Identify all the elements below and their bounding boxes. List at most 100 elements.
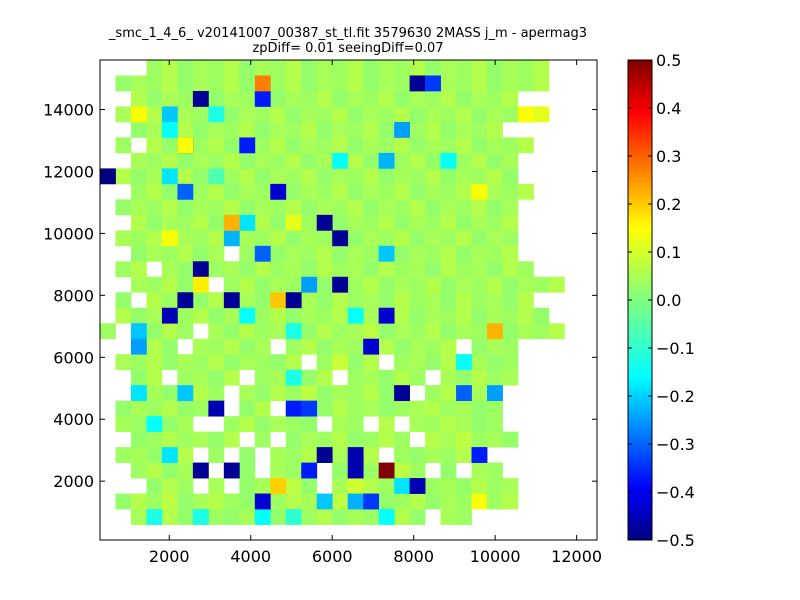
heatmap-cell: [363, 369, 380, 386]
heatmap-cell: [409, 509, 426, 525]
heatmap-cell: [301, 478, 318, 494]
heatmap-cell: [487, 199, 503, 216]
heatmap-cell: [301, 230, 318, 247]
heatmap-cell: [192, 509, 209, 525]
heatmap-cell: [517, 60, 534, 76]
heatmap-cell: [161, 106, 178, 123]
heatmap-cell: [161, 276, 178, 293]
heatmap-cell: [130, 199, 147, 216]
heatmap-cell: [456, 245, 472, 262]
heatmap-cell: [146, 307, 163, 324]
heatmap-cell: [254, 60, 271, 76]
heatmap-cell: [502, 230, 519, 247]
heatmap-cell: [440, 137, 457, 154]
heatmap-cell: [130, 245, 147, 262]
heatmap-cell: [440, 245, 457, 262]
heatmap-cell: [378, 478, 395, 494]
heatmap-cell: [223, 292, 240, 309]
heatmap-cell: [115, 106, 132, 123]
heatmap-cell: [130, 462, 147, 479]
heatmap-cell: [440, 152, 457, 169]
y-axis-ticks: 2000 4000 6000 8000 10000 12000 14000: [43, 101, 597, 491]
heatmap-cell: [270, 354, 287, 371]
heatmap-cell: [394, 168, 411, 185]
heatmap-cell: [487, 493, 503, 510]
heatmap-cell: [471, 447, 488, 463]
heatmap-cell: [347, 152, 364, 169]
heatmap-cell: [332, 137, 349, 154]
heatmap-cell: [487, 261, 503, 278]
heatmap-cell: [146, 137, 163, 154]
heatmap-cell: [223, 60, 240, 76]
heatmap-cell: [208, 292, 225, 309]
heatmap-cell: [301, 214, 318, 231]
heatmap-cell: [223, 323, 240, 340]
heatmap-cell: [347, 338, 364, 355]
heatmap-cell: [285, 416, 302, 433]
heatmap-cell: [239, 385, 256, 402]
colorbar-tick-label: −0.4: [656, 483, 695, 502]
heatmap-cell: [239, 183, 256, 200]
heatmap-cell: [239, 75, 256, 92]
heatmap-cell: [471, 462, 488, 479]
heatmap-cell: [347, 245, 364, 262]
heatmap-cell: [239, 338, 256, 355]
plot-frame: [99, 59, 598, 541]
heatmap-cell: [456, 137, 472, 154]
heatmap-cell: [471, 90, 488, 107]
heatmap-cell: [285, 292, 302, 309]
heatmap-cell: [285, 493, 302, 510]
heatmap-cell: [440, 431, 457, 448]
heatmap-cell: [239, 493, 256, 510]
heatmap-cell: [161, 478, 178, 494]
heatmap-cell: [270, 323, 287, 340]
heatmap-cell: [254, 478, 271, 494]
heatmap-cell: [146, 90, 163, 107]
heatmap-cell: [502, 90, 519, 107]
heatmap-cell: [440, 447, 457, 463]
heatmap-cell: [316, 338, 333, 355]
heatmap-cell: [332, 75, 349, 92]
heatmap-cell: [517, 106, 534, 123]
heatmap-cell: [440, 478, 457, 494]
heatmap-cell: [440, 292, 457, 309]
heatmap-cell: [146, 214, 163, 231]
heatmap-cell: [130, 106, 147, 123]
heatmap-cell: [363, 199, 380, 216]
heatmap-cell: [254, 276, 271, 293]
heatmap-cell: [471, 152, 488, 169]
heatmap-cell: [456, 509, 472, 525]
heatmap-cell: [239, 478, 256, 494]
heatmap-cell: [394, 323, 411, 340]
heatmap-cell: [177, 168, 194, 185]
heatmap-cell: [254, 292, 271, 309]
heatmap-cell: [115, 199, 132, 216]
heatmap-cell: [378, 245, 395, 262]
heatmap-cell: [471, 307, 488, 324]
heatmap-cell: [363, 168, 380, 185]
heatmap-cell: [471, 106, 488, 123]
colorbar-tick-label: 0.3: [656, 147, 681, 166]
heatmap-cell: [409, 121, 426, 138]
heatmap-cell: [394, 447, 411, 463]
heatmap-cell: [130, 183, 147, 200]
colorbar-tick-label: 0.0: [656, 291, 681, 310]
heatmap-cell: [177, 431, 194, 448]
heatmap-cell: [440, 75, 457, 92]
heatmap-cell: [161, 462, 178, 479]
heatmap-cell: [363, 431, 380, 448]
heatmap-cell: [425, 199, 441, 216]
heatmap-cell: [487, 137, 503, 154]
heatmap-cell: [440, 509, 457, 525]
heatmap-cell: [456, 152, 472, 169]
heatmap-cell: [332, 323, 349, 340]
heatmap-cell: [332, 214, 349, 231]
heatmap-cell: [208, 60, 225, 76]
heatmap-cell: [471, 385, 488, 402]
heatmap-cell: [378, 431, 395, 448]
heatmap-cell: [208, 431, 225, 448]
heatmap-cell: [301, 369, 318, 386]
heatmap-cell: [115, 137, 132, 154]
heatmap-cell: [115, 292, 132, 309]
heatmap-cell: [440, 462, 457, 479]
